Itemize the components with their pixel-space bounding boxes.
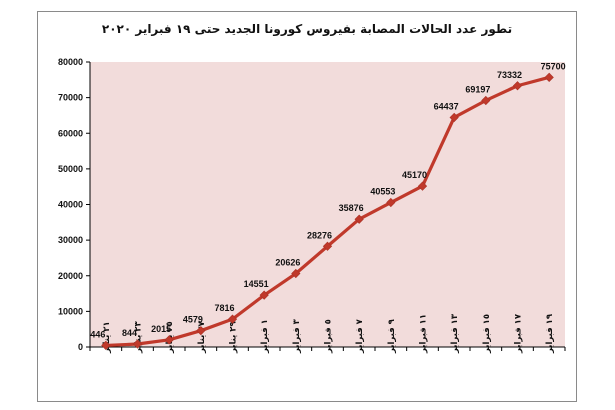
- data-point-marker: [386, 197, 396, 208]
- x-tick-label: ٣ فبراير: [292, 318, 302, 354]
- x-tick-label: ٢٧ يناير: [197, 321, 207, 354]
- data-label: 20626: [275, 258, 300, 268]
- data-point-marker: [481, 95, 491, 106]
- y-tick-label: 30000: [58, 235, 83, 245]
- x-tick-label: ٢١ يناير: [102, 321, 112, 354]
- y-tick-label: 10000: [58, 306, 83, 316]
- plot-area: [90, 62, 565, 347]
- data-point-marker: [291, 268, 301, 279]
- data-label: 7816: [214, 303, 234, 313]
- x-tick-label: ٧ فبراير: [355, 318, 365, 354]
- y-tick-label: 80000: [58, 57, 83, 67]
- x-tick-label: ٩ فبراير: [387, 318, 397, 354]
- data-point-marker: [544, 72, 554, 82]
- data-label: 2015: [151, 324, 171, 334]
- y-tick-label: 40000: [58, 200, 83, 210]
- x-tick-label: ١٩ فبراير: [545, 313, 555, 354]
- data-label: 28276: [307, 230, 332, 240]
- data-label: 45170: [402, 170, 427, 180]
- y-tick-label: 70000: [58, 93, 83, 103]
- y-tick-label: 0: [78, 342, 83, 352]
- data-point-marker: [417, 181, 428, 191]
- data-point-marker: [512, 81, 523, 91]
- data-point-marker: [132, 339, 143, 349]
- data-label: 69197: [465, 84, 490, 94]
- x-tick-label: ١٧ فبراير: [514, 313, 524, 354]
- data-label: 75700: [541, 61, 566, 71]
- y-tick-label: 60000: [58, 128, 83, 138]
- chart-title: تطور عدد الحالات المصابة بفيروس كورونا ا…: [101, 22, 513, 36]
- data-label: 40553: [370, 187, 395, 197]
- data-point-marker: [164, 335, 174, 345]
- data-point-marker: [101, 340, 111, 351]
- data-point-marker: [322, 241, 333, 251]
- data-point-marker: [227, 314, 238, 324]
- data-point-marker: [259, 290, 269, 300]
- x-tick-label: ٢٩ يناير: [229, 321, 239, 354]
- data-label: 35876: [339, 203, 364, 213]
- data-label: 446: [90, 329, 105, 339]
- x-tick-label: ١ فبراير: [260, 319, 270, 354]
- x-tick-label: ١١ فبراير: [419, 314, 429, 354]
- data-point-marker: [354, 214, 364, 224]
- data-point-marker: [449, 112, 459, 123]
- x-tick-label: ٥ فبراير: [324, 319, 334, 354]
- y-tick-label: 20000: [58, 271, 83, 281]
- data-point-marker: [196, 326, 206, 336]
- data-label: 14551: [244, 279, 269, 289]
- y-tick-label: 50000: [58, 164, 83, 174]
- x-tick-label: ١٣ فبراير: [450, 313, 460, 354]
- data-label: 73332: [497, 70, 522, 80]
- x-tick-label: ٢٣ يناير: [134, 321, 144, 354]
- data-label: 4579: [183, 315, 203, 325]
- data-label: 844: [122, 328, 137, 338]
- x-tick-label: ١٥ فبراير: [482, 314, 492, 354]
- data-label: 64437: [434, 101, 459, 111]
